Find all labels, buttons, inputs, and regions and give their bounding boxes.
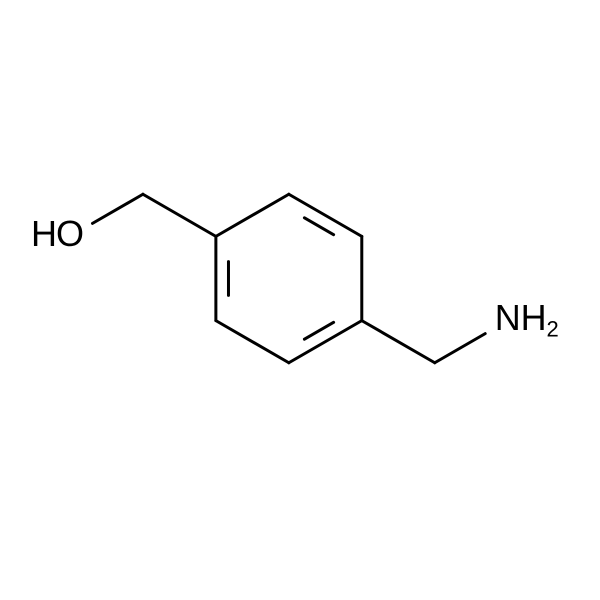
atom-label-fragment: 2 bbox=[547, 317, 559, 342]
atom-label-fragment: H bbox=[31, 213, 57, 254]
atom-label-group: HO bbox=[31, 213, 84, 254]
atom-label-group: NH2 bbox=[495, 297, 559, 341]
atom-label-fragment: H bbox=[521, 297, 547, 338]
chemical-structure-svg: HONH2 bbox=[0, 0, 600, 600]
atom-label-fragment: O bbox=[56, 213, 84, 254]
atom-label-fragment: N bbox=[495, 297, 521, 338]
